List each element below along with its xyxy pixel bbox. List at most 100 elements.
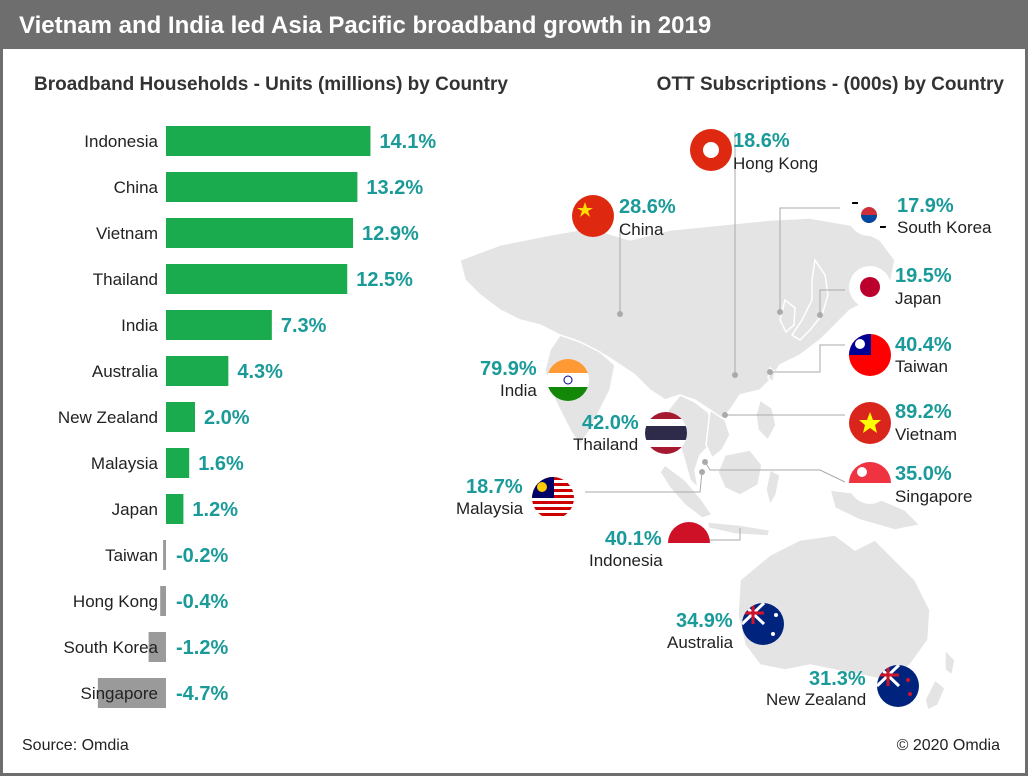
value-label-indonesia: 14.1%: [379, 131, 436, 153]
map-korea: [779, 298, 796, 334]
ott-pct-china: 28.6%: [619, 196, 676, 218]
ott-pct-south-korea: 17.9%: [897, 195, 954, 217]
ott-label-singapore: Singapore: [895, 487, 973, 506]
copyright-note: © 2020 Omdia: [896, 737, 1000, 754]
leader-dots: [617, 309, 823, 475]
flag-china-icon: [572, 195, 614, 237]
category-label-singapore: Singapore: [80, 684, 158, 703]
category-label-china: China: [114, 178, 159, 197]
dot-taiwan: [767, 369, 773, 375]
map-java: [707, 521, 771, 537]
bar-taiwan: [163, 540, 166, 570]
ott-label-hong-kong: Hong Kong: [733, 154, 819, 173]
flag-indonesia-icon: [668, 522, 710, 564]
value-label-thailand: 12.5%: [356, 269, 413, 291]
ott-pct-japan: 19.5%: [895, 265, 952, 287]
flag-japan-icon: [849, 266, 891, 308]
category-label-australia: Australia: [92, 362, 159, 381]
map-australia: [737, 534, 931, 681]
broadband-bar-chart: Indonesia 14.1% China 13.2% Vietnam 12.9% Thai…: [58, 126, 436, 708]
map-sulawesi: [765, 468, 781, 507]
ott-pct-singapore: 35.0%: [895, 463, 952, 485]
ott-pct-hong-kong: 18.6%: [733, 130, 790, 152]
leader-lines: [585, 132, 846, 541]
flag-hong-kong-icon: [690, 129, 732, 171]
bar-vietnam: [166, 218, 354, 248]
bar-china: [166, 172, 358, 202]
ott-label-new-zealand: New Zealand: [766, 690, 867, 709]
category-label-vietnam: Vietnam: [96, 224, 158, 243]
value-label-hong-kong: -0.4%: [176, 591, 228, 613]
category-label-malaysia: Malaysia: [91, 454, 159, 473]
value-label-vietnam: 12.9%: [362, 223, 419, 245]
bar-japan: [166, 494, 184, 524]
ott-pct-malaysia: 18.7%: [466, 476, 523, 498]
ott-pct-indonesia: 40.1%: [605, 528, 662, 550]
ott-label-indonesia: Indonesia: [589, 551, 663, 570]
flag-thailand-icon: [645, 412, 687, 454]
ott-label-thailand: Thailand: [573, 435, 639, 454]
ott-label-australia: Australia: [667, 633, 734, 652]
map-philippines: [755, 398, 777, 442]
leader-indonesia: [705, 528, 741, 541]
bar-singapore: [97, 678, 166, 708]
value-label-singapore: -4.7%: [176, 683, 228, 705]
ott-label-japan: Japan: [895, 289, 942, 308]
dot-japan: [817, 312, 823, 318]
bar-malaysia: [166, 448, 190, 478]
bar-hong-kong: [160, 586, 166, 616]
flag-new-zealand-icon: [877, 665, 919, 707]
ott-label-china: China: [619, 220, 664, 239]
map-subtitle: OTT Subscriptions - (000s) by Country: [656, 74, 1004, 95]
value-label-south-korea: -1.2%: [176, 637, 228, 659]
flag-india-icon: [547, 359, 589, 401]
value-label-malaysia: 1.6%: [198, 453, 244, 475]
ott-pct-vietnam: 89.2%: [895, 401, 952, 423]
dot-china: [617, 311, 623, 317]
category-label-indonesia: Indonesia: [84, 132, 158, 151]
ott-label-taiwan: Taiwan: [895, 357, 948, 376]
map-japan: [790, 257, 829, 341]
value-label-japan: 1.2%: [192, 499, 238, 521]
leader-south-korea: [779, 207, 840, 312]
value-label-india: 7.3%: [281, 315, 327, 337]
flag-australia-icon: [742, 603, 784, 645]
map-vietnam: [705, 408, 731, 460]
dot-malaysia: [699, 469, 705, 475]
dot-south-korea: [777, 309, 783, 315]
page-title: Vietnam and India led Asia Pacific broad…: [3, 3, 1025, 49]
bar-new-zealand: [166, 402, 195, 432]
bar-thailand: [166, 264, 348, 294]
ott-label-malaysia: Malaysia: [456, 499, 524, 518]
value-label-china: 13.2%: [366, 177, 423, 199]
map-new-zealand: [924, 648, 956, 712]
leader-singapore: [704, 461, 846, 483]
bar-south-korea: [148, 632, 166, 662]
ott-pct-india: 79.9%: [480, 358, 537, 380]
ott-pct-australia: 34.9%: [676, 610, 733, 632]
flag-south-korea-icon: [848, 194, 890, 236]
value-label-new-zealand: 2.0%: [204, 407, 250, 429]
dot-vietnam: [722, 412, 728, 418]
dot-hong-kong: [732, 372, 738, 378]
category-label-india: India: [121, 316, 158, 335]
category-label-japan: Japan: [112, 500, 158, 519]
leader-japan: [819, 289, 845, 315]
dot-singapore: [702, 459, 708, 465]
flag-taiwan-icon: [849, 334, 891, 376]
category-label-hong-kong: Hong Kong: [73, 592, 158, 611]
bar-india: [166, 310, 272, 340]
category-label-thailand: Thailand: [93, 270, 158, 289]
leader-malaysia: [585, 471, 703, 493]
source-note: Source: Omdia: [22, 737, 129, 754]
category-label-new-zealand: New Zealand: [58, 408, 158, 427]
bar-chart-subtitle: Broadband Households - Units (millions) …: [34, 74, 508, 95]
bar-indonesia: [166, 126, 371, 156]
ott-label-india: India: [500, 381, 537, 400]
bar-australia: [166, 356, 229, 386]
asia-pacific-map: [459, 129, 956, 712]
leader-taiwan: [770, 344, 845, 373]
ott-pct-taiwan: 40.4%: [895, 334, 952, 356]
ott-pct-thailand: 42.0%: [582, 412, 639, 434]
flag-singapore-icon: [849, 462, 891, 504]
